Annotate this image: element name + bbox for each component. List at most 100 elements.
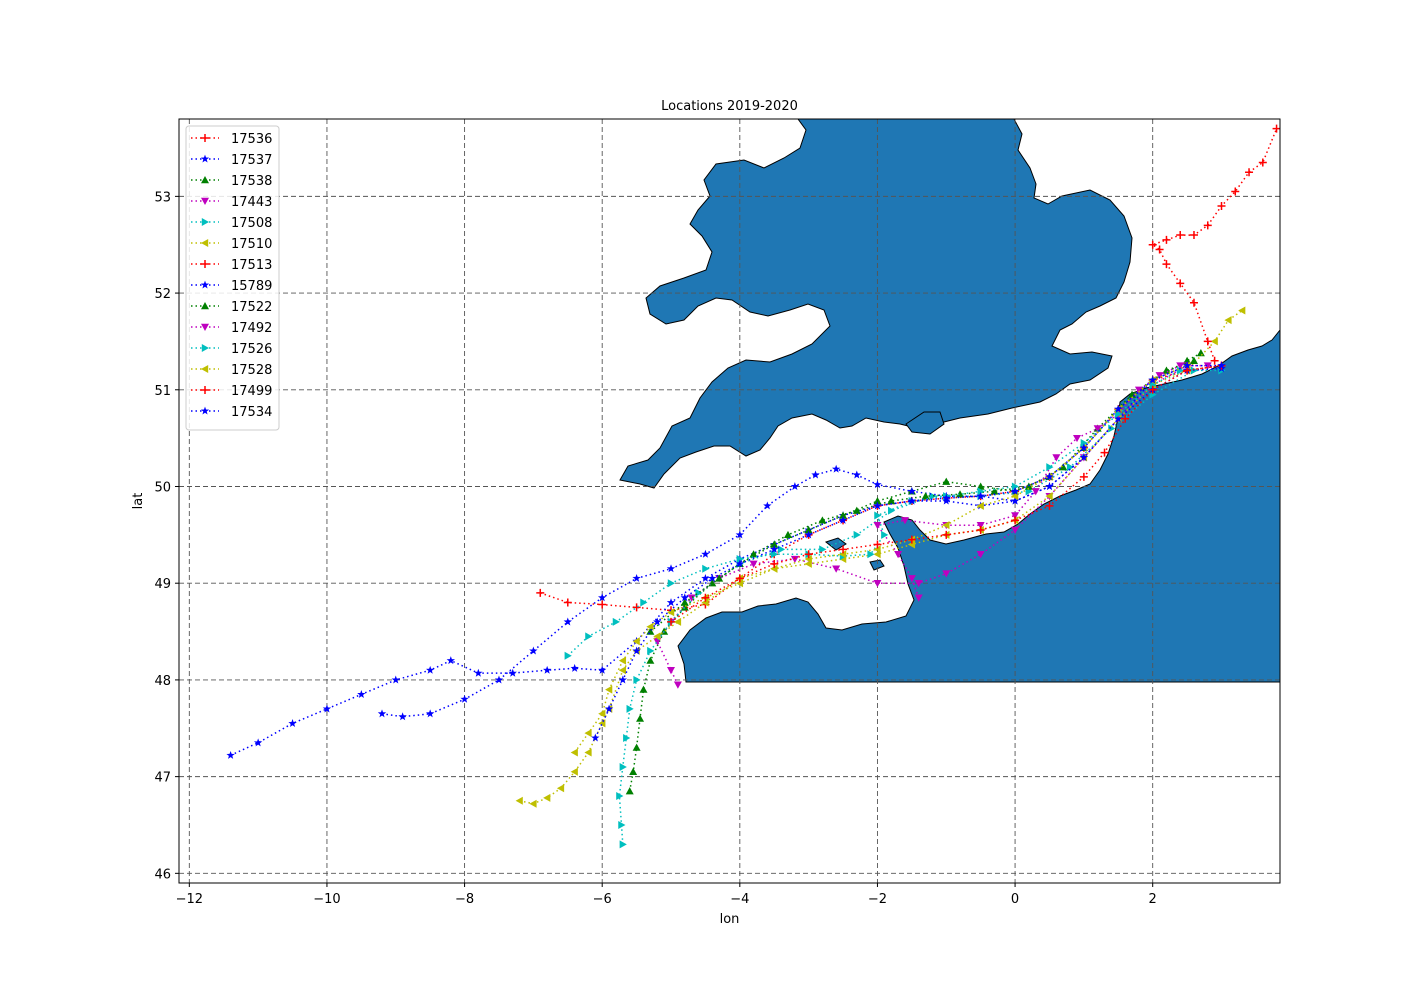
legend-marker <box>201 386 209 394</box>
data-point <box>942 530 951 539</box>
data-point <box>591 733 600 742</box>
data-point <box>1245 168 1254 177</box>
data-point <box>653 638 662 646</box>
data-point <box>1011 526 1020 535</box>
legend-marker <box>201 239 209 247</box>
data-point <box>632 603 641 612</box>
data-point <box>542 665 552 674</box>
data-point <box>735 574 744 583</box>
data-point <box>1210 356 1219 365</box>
data-point <box>598 593 607 602</box>
data-point <box>881 530 889 539</box>
data-point <box>1272 124 1280 133</box>
series-17522 <box>646 356 1198 635</box>
legend-marker <box>200 406 210 415</box>
legend-label: 17537 <box>231 153 272 168</box>
data-point <box>735 530 745 539</box>
data-point <box>570 663 579 672</box>
data-point <box>887 497 896 505</box>
data-point <box>701 573 710 582</box>
data-point <box>636 714 645 722</box>
data-point <box>598 665 607 674</box>
y-axis: 46 47 48 49 50 51 52 53 <box>154 190 179 882</box>
data-point <box>976 491 985 500</box>
legend-entry: 17526 <box>191 342 272 357</box>
data-point <box>942 493 951 502</box>
data-point <box>653 617 662 626</box>
data-point <box>976 521 985 530</box>
legend-entry: 17536 <box>191 132 272 147</box>
data-point <box>1011 492 1019 501</box>
data-point <box>619 840 627 849</box>
data-point <box>1149 390 1157 399</box>
data-point <box>646 627 655 635</box>
series-layer <box>226 124 1280 849</box>
x-tick-label: −2 <box>868 892 887 907</box>
data-point <box>647 646 655 655</box>
data-point <box>584 748 592 757</box>
data-point <box>867 550 875 559</box>
data-point <box>914 580 923 588</box>
data-point <box>838 515 848 524</box>
data-point <box>1149 380 1157 389</box>
x-axis-label: lon <box>720 912 740 927</box>
data-point <box>907 486 917 495</box>
data-point <box>1162 260 1171 269</box>
legend-marker <box>201 197 209 205</box>
data-point <box>1010 496 1020 505</box>
jersey-guernsey-land <box>824 537 885 571</box>
data-point <box>680 593 689 602</box>
data-point <box>990 487 999 495</box>
data-point <box>977 487 985 496</box>
data-point <box>398 712 407 721</box>
data-point <box>633 675 641 684</box>
data-point <box>425 709 435 718</box>
data-point <box>1115 409 1123 418</box>
legend-marker <box>201 176 209 184</box>
data-point <box>956 490 965 498</box>
data-point <box>976 526 985 535</box>
data-point <box>976 482 985 490</box>
series-17534 <box>591 361 1226 742</box>
data-point <box>1059 463 1068 471</box>
data-point <box>618 820 626 829</box>
legend-marker <box>201 260 209 268</box>
data-point <box>907 496 917 505</box>
x-tick-label: −6 <box>593 892 612 907</box>
data-point <box>873 501 882 510</box>
data-point <box>942 496 951 505</box>
legend-label: 17443 <box>231 195 272 210</box>
data-point <box>508 668 517 677</box>
data-point <box>976 550 985 559</box>
data-point <box>1046 463 1054 472</box>
data-point <box>873 580 882 588</box>
data-point <box>873 540 882 549</box>
legend-marker <box>201 302 209 310</box>
data-point <box>749 550 758 558</box>
data-point <box>921 492 930 500</box>
data-point <box>494 675 504 684</box>
data-point <box>616 791 624 800</box>
data-point <box>1011 516 1020 525</box>
x-axis: −12 −10 −8 −6 −4 −2 0 2 <box>176 883 1157 907</box>
data-point <box>1162 235 1171 244</box>
data-point <box>1108 424 1116 433</box>
data-point <box>687 594 696 602</box>
chart-title: Locations 2019-2020 <box>661 99 798 114</box>
legend-entry: 17528 <box>191 363 272 378</box>
data-point <box>770 559 779 568</box>
legend-entry: 17538 <box>191 174 272 189</box>
data-point <box>619 762 627 771</box>
data-point <box>783 530 792 539</box>
data-point <box>715 574 724 582</box>
data-point <box>1238 306 1246 315</box>
data-point <box>1066 463 1075 472</box>
plot-frame <box>178 118 1281 884</box>
data-point <box>1052 454 1061 462</box>
data-point <box>1203 221 1212 230</box>
data-point <box>873 497 882 505</box>
data-point <box>425 665 435 674</box>
legend-entry: 17522 <box>191 300 272 315</box>
data-point <box>790 482 800 491</box>
data-point <box>873 521 882 530</box>
